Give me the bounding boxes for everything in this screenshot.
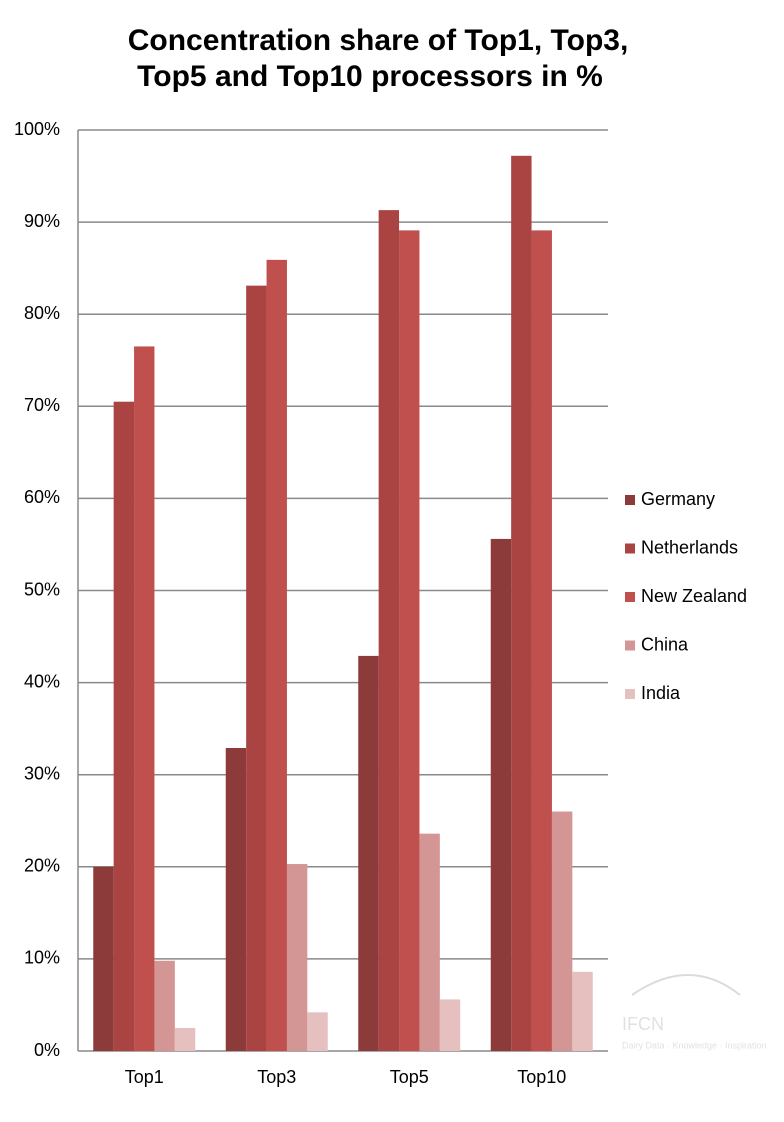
legend-label: Netherlands bbox=[641, 537, 738, 557]
legend-swatch bbox=[625, 592, 635, 602]
bar bbox=[113, 401, 135, 1051]
bar bbox=[378, 210, 400, 1051]
bar bbox=[134, 346, 155, 1051]
legend-swatch bbox=[625, 495, 635, 505]
bar bbox=[93, 866, 114, 1051]
y-tick-label: 70% bbox=[24, 395, 60, 415]
y-tick-label: 40% bbox=[24, 671, 60, 691]
legend-swatch bbox=[625, 543, 635, 554]
chart-title: Concentration share of Top1, Top3, bbox=[128, 24, 629, 57]
watermark: IFCN bbox=[622, 1014, 664, 1034]
bar bbox=[531, 230, 552, 1051]
bar bbox=[266, 259, 287, 1052]
y-tick-label: 50% bbox=[24, 579, 60, 599]
watermark: Dairy Data · Knowledge · Inspiration bbox=[622, 1040, 767, 1050]
legend-label: China bbox=[641, 634, 689, 654]
bar bbox=[286, 864, 308, 1051]
y-tick-label: 100% bbox=[14, 119, 60, 139]
y-tick-label: 60% bbox=[24, 487, 60, 507]
bar bbox=[399, 230, 420, 1051]
legend-swatch bbox=[625, 640, 635, 651]
watermark-logo: IFCN Dairy Data · Knowledge · Inspiratio… bbox=[622, 974, 767, 1050]
bar bbox=[225, 747, 247, 1051]
bar bbox=[551, 811, 573, 1051]
y-tick-label: 80% bbox=[24, 303, 60, 323]
bar bbox=[419, 833, 440, 1051]
legend-label: Germany bbox=[641, 489, 715, 509]
y-tick-label: 0% bbox=[34, 1040, 60, 1060]
bar bbox=[572, 971, 593, 1051]
x-tick-label: Top3 bbox=[257, 1067, 296, 1087]
legend-label: India bbox=[641, 683, 681, 703]
x-tick-label: Top10 bbox=[517, 1067, 566, 1087]
bar bbox=[174, 1027, 196, 1051]
x-tick-label: Top1 bbox=[125, 1067, 164, 1087]
bar bbox=[307, 1012, 328, 1051]
y-tick-label: 90% bbox=[24, 211, 60, 231]
bar bbox=[511, 155, 532, 1052]
y-tick-label: 20% bbox=[24, 856, 60, 876]
legend-swatch bbox=[625, 689, 635, 699]
bar bbox=[154, 960, 175, 1051]
bar bbox=[358, 655, 379, 1051]
x-tick-label: Top5 bbox=[390, 1067, 429, 1087]
bar bbox=[246, 285, 267, 1051]
chart-title: Top5 and Top10 processors in % bbox=[137, 60, 603, 93]
y-tick-label: 10% bbox=[24, 948, 60, 968]
y-tick-label: 30% bbox=[24, 763, 60, 783]
bar bbox=[439, 999, 461, 1051]
legend-label: New Zealand bbox=[641, 586, 747, 606]
bar bbox=[490, 538, 512, 1051]
